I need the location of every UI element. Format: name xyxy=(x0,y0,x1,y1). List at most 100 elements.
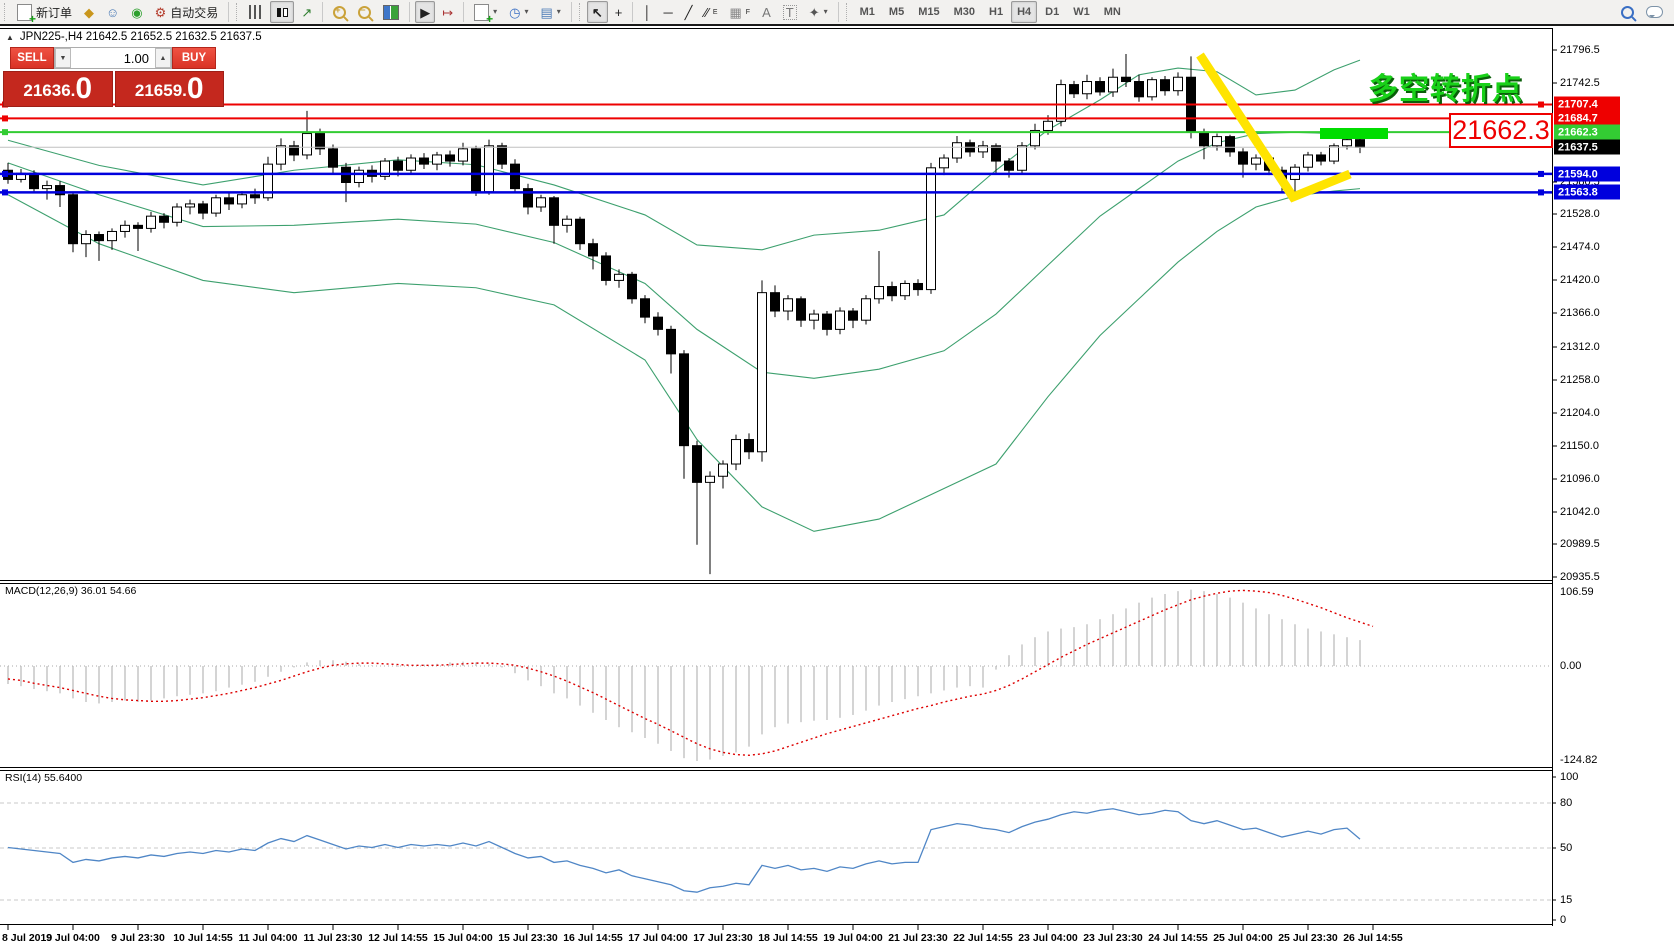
zoom-in-button[interactable]: + xyxy=(328,1,351,23)
candlestick-mode-button[interactable] xyxy=(270,1,295,23)
volume-decrease-button[interactable]: ▼ xyxy=(55,48,71,68)
line-handle[interactable] xyxy=(1538,101,1544,108)
svg-text:21662.3: 21662.3 xyxy=(1558,126,1598,138)
line-handle[interactable] xyxy=(1538,189,1544,196)
sell-price-box[interactable]: 21636. 0 xyxy=(3,71,113,107)
timeframe-h4-button[interactable]: H4 xyxy=(1011,1,1038,23)
rsi-line xyxy=(7,808,1361,893)
line-handle[interactable] xyxy=(2,129,8,136)
candle xyxy=(549,197,559,226)
channel-icon: ⁄⁄ xyxy=(704,4,709,20)
candle xyxy=(146,215,156,229)
chart-shift-button[interactable]: ↦ xyxy=(437,1,458,23)
chart-drawings xyxy=(1196,52,1388,203)
data-window-button[interactable]: ☺ xyxy=(101,1,124,23)
green-highlight-rectangle[interactable] xyxy=(1320,128,1388,139)
rsi-pane xyxy=(0,802,1552,901)
auto-trading-button[interactable]: ⚙ 自动交易 xyxy=(150,1,224,23)
collapse-arrow-icon[interactable]: ▲ xyxy=(6,32,14,42)
market-watch-button[interactable]: ◆ xyxy=(79,1,99,23)
buy-price-box[interactable]: 21659. 0 xyxy=(114,71,224,107)
vertical-line-tool-button[interactable]: │ xyxy=(638,1,656,23)
search-button[interactable] xyxy=(1616,1,1639,23)
text-tool-button[interactable]: A xyxy=(757,1,776,23)
line-handle[interactable] xyxy=(1538,170,1544,177)
yellow-zigzag-annotation[interactable] xyxy=(1196,52,1352,203)
line-handle[interactable] xyxy=(2,189,8,196)
candle xyxy=(536,197,546,208)
timeframe-m30-button[interactable]: M30 xyxy=(948,1,981,23)
crosshair-tool-button[interactable]: + xyxy=(610,1,628,23)
crosshair-icon: + xyxy=(614,4,623,20)
candle xyxy=(757,292,767,453)
indicators-button[interactable]: + ▾ xyxy=(469,1,502,25)
timeframe-h1-button[interactable]: H1 xyxy=(983,1,1009,23)
svg-text:25 Jul 04:00: 25 Jul 04:00 xyxy=(1213,932,1273,944)
chat-button[interactable] xyxy=(1641,1,1668,23)
macd-signal-line xyxy=(7,589,1374,756)
line-handle[interactable] xyxy=(2,115,8,122)
zoom-in-icon: + xyxy=(333,5,347,19)
dropdown-arrow-icon: ▾ xyxy=(493,7,498,16)
candle xyxy=(653,316,663,330)
candle xyxy=(1225,136,1235,153)
text-label-tool-button[interactable]: T xyxy=(778,1,802,23)
candle xyxy=(1004,160,1014,171)
timeframe-m15-button[interactable]: M15 xyxy=(912,1,945,23)
macd-indicator-label: MACD(12,26,9) 36.01 54.66 xyxy=(5,585,137,597)
horizontal-line-tool-button[interactable]: ─ xyxy=(658,1,677,23)
cursor-tool-button[interactable]: ↖ xyxy=(586,1,608,23)
candle xyxy=(445,154,455,162)
bar-chart-mode-button[interactable] xyxy=(244,1,268,23)
new-order-button[interactable]: + 新订单 xyxy=(12,1,77,25)
buy-price-pip: 0 xyxy=(186,72,204,105)
auto-scroll-button[interactable]: ▶ xyxy=(415,1,436,23)
candle xyxy=(263,163,273,199)
candle xyxy=(68,194,78,245)
trendline-tool-button[interactable]: ╱ xyxy=(680,1,698,23)
timeframe-m1-button[interactable]: M1 xyxy=(854,1,881,23)
channel-label: E xyxy=(712,8,718,16)
toolbar-separator xyxy=(837,2,839,22)
candle xyxy=(81,234,91,245)
volume-input[interactable] xyxy=(71,48,155,68)
zoom-out-button[interactable]: − xyxy=(353,1,376,23)
svg-text:21312.0: 21312.0 xyxy=(1560,341,1600,353)
candle xyxy=(419,157,429,165)
timeframe-d1-button[interactable]: D1 xyxy=(1039,1,1065,23)
svg-text:15 Jul 04:00: 15 Jul 04:00 xyxy=(433,932,493,944)
buy-price-main: 21659 xyxy=(134,81,183,100)
bollinger-lower-band xyxy=(7,188,1361,532)
volume-increase-button[interactable]: ▲ xyxy=(155,48,171,68)
svg-text:22 Jul 14:55: 22 Jul 14:55 xyxy=(953,932,1013,944)
timeframe-mn-button[interactable]: MN xyxy=(1098,1,1127,23)
bollinger-upper-band xyxy=(7,59,1361,251)
toolbar-grip[interactable] xyxy=(4,3,8,21)
arrows-tool-button[interactable]: ✦ ▾ xyxy=(804,1,833,23)
candle xyxy=(900,282,910,297)
shapes-icon: ✦ xyxy=(808,4,820,20)
line-chart-mode-button[interactable]: ↗ xyxy=(296,1,317,23)
buy-button[interactable]: BUY xyxy=(172,47,216,69)
candle xyxy=(614,273,624,281)
candle xyxy=(1316,154,1326,162)
templates-button[interactable]: ▤ ▾ xyxy=(536,1,566,23)
svg-text:21096.0: 21096.0 xyxy=(1560,473,1600,485)
signals-button[interactable]: ◉ xyxy=(126,1,147,23)
svg-text:0.00: 0.00 xyxy=(1560,660,1581,672)
candle xyxy=(1056,84,1066,122)
periods-button[interactable]: ◷ ▾ xyxy=(504,1,533,23)
timeframe-w1-button[interactable]: W1 xyxy=(1067,1,1096,23)
candle xyxy=(237,194,247,205)
candle xyxy=(302,133,312,156)
text-label-icon: T xyxy=(782,4,797,20)
tile-windows-button[interactable] xyxy=(378,1,404,23)
sell-button[interactable]: SELL xyxy=(10,47,54,69)
channel-tool-button[interactable]: ⁄⁄ E xyxy=(699,1,722,23)
fibonacci-tool-button[interactable]: ▦ F xyxy=(725,1,756,23)
candle xyxy=(874,286,884,300)
timeframe-m5-button[interactable]: M5 xyxy=(883,1,910,23)
svg-text:0: 0 xyxy=(1560,914,1566,926)
line-handle[interactable] xyxy=(2,170,8,177)
